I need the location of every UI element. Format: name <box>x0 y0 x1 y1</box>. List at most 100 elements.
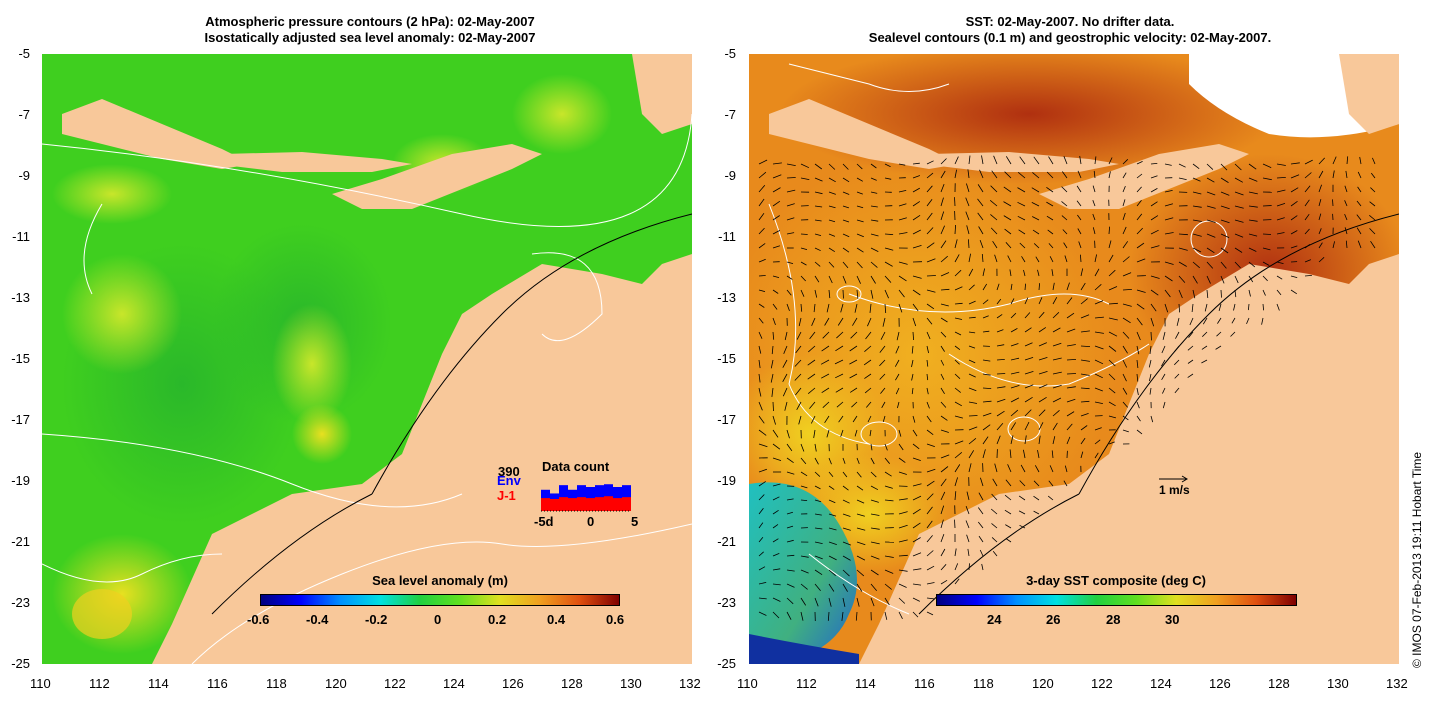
velocity-arrow <box>822 401 830 408</box>
velocity-arrow <box>1248 191 1258 195</box>
velocity-arrow <box>1356 200 1362 207</box>
velocity-arrow <box>926 198 933 207</box>
velocity-arrow <box>965 520 970 529</box>
velocity-arrow <box>965 505 970 515</box>
velocity-arrow <box>820 359 830 365</box>
velocity-arrow <box>870 219 879 222</box>
velocity-arrow <box>807 373 816 380</box>
velocity-arrow <box>855 611 858 621</box>
velocity-arrow <box>1136 186 1142 193</box>
left-ytick: -19 <box>11 473 30 488</box>
velocity-arrow <box>856 527 866 531</box>
velocity-arrow <box>1290 289 1298 295</box>
data-count-xtick: 0 <box>587 514 595 529</box>
velocity-arrow <box>1164 303 1169 313</box>
velocity-arrow <box>1033 495 1040 501</box>
velocity-arrow <box>1010 435 1014 445</box>
velocity-arrow <box>1206 261 1214 269</box>
velocity-arrow <box>912 522 921 529</box>
velocity-arrow <box>1290 230 1298 235</box>
velocity-arrow <box>835 387 844 393</box>
velocity-arrow <box>996 373 1006 375</box>
velocity-arrow <box>758 443 768 448</box>
velocity-arrow <box>800 233 808 235</box>
velocity-arrow <box>1077 214 1082 221</box>
velocity-arrow <box>1094 359 1104 365</box>
velocity-arrow <box>977 198 984 207</box>
velocity-arrow <box>990 508 998 515</box>
left-ytick: -25 <box>11 656 30 671</box>
velocity-arrow <box>1192 163 1200 170</box>
velocity-arrow <box>1020 464 1026 473</box>
right-ytick: -21 <box>717 534 736 549</box>
velocity-arrow <box>940 564 947 571</box>
velocity-arrow <box>849 373 858 379</box>
velocity-arrow <box>758 171 767 179</box>
velocity-arrow <box>1033 510 1040 515</box>
velocity-arrow <box>968 239 970 249</box>
velocity-arrow <box>1007 464 1012 473</box>
velocity-arrow <box>1005 524 1012 529</box>
velocity-arrow <box>991 523 998 529</box>
velocity-arrow <box>758 582 767 585</box>
velocity-arrow <box>1136 415 1141 422</box>
velocity-arrow <box>1061 171 1068 179</box>
velocity-arrow <box>1161 359 1166 367</box>
velocity-arrow <box>912 162 920 165</box>
velocity-arrow <box>1080 437 1086 445</box>
velocity-arrow <box>836 331 844 339</box>
velocity-arrow <box>884 485 893 489</box>
velocity-arrow <box>842 555 851 561</box>
velocity-arrow <box>864 387 872 394</box>
velocity-arrow <box>968 155 971 165</box>
velocity-arrow <box>1149 373 1152 382</box>
velocity-arrow <box>814 205 823 208</box>
right-ytick: -25 <box>717 656 736 671</box>
left-xtick: 118 <box>266 676 287 691</box>
velocity-arrow <box>1108 286 1118 291</box>
right-ytick: -9 <box>724 168 736 183</box>
velocity-arrow <box>895 345 900 354</box>
velocity-arrow <box>808 345 816 353</box>
velocity-arrow <box>821 387 830 394</box>
velocity-arrow <box>895 387 900 395</box>
velocity-arrow <box>1017 201 1026 207</box>
velocity-arrow <box>849 387 858 393</box>
velocity-arrow <box>856 541 866 546</box>
velocity-arrow <box>1032 216 1040 221</box>
velocity-arrow <box>1248 275 1254 283</box>
velocity-arrow <box>1357 186 1362 193</box>
velocity-arrow <box>1010 385 1020 389</box>
velocity-arrow <box>979 239 984 249</box>
velocity-arrow <box>842 247 850 253</box>
velocity-arrow <box>1005 479 1012 487</box>
velocity-arrow <box>967 548 970 557</box>
velocity-arrow <box>992 550 998 557</box>
velocity-arrow <box>982 359 991 362</box>
velocity-arrow <box>940 158 947 165</box>
velocity-arrow <box>1276 217 1285 221</box>
velocity-arrow <box>796 331 802 340</box>
right-cbar-tick: 28 <box>1106 612 1121 627</box>
velocity-arrow <box>1108 171 1111 179</box>
velocity-arrow <box>1304 172 1312 179</box>
velocity-arrow <box>940 359 945 366</box>
velocity-arrow <box>772 289 779 294</box>
velocity-arrow <box>1092 185 1096 193</box>
velocity-arrow <box>828 205 836 209</box>
velocity-arrow <box>1161 345 1166 354</box>
velocity-arrow <box>1220 289 1222 298</box>
velocity-arrow <box>842 471 848 478</box>
velocity-arrow <box>912 175 921 179</box>
velocity-arrow <box>982 449 986 459</box>
velocity-arrow <box>1108 226 1110 235</box>
velocity-arrow <box>1192 261 1200 269</box>
velocity-arrow <box>1122 429 1129 433</box>
velocity-arrow <box>996 283 1000 291</box>
velocity-arrow <box>1108 373 1116 381</box>
velocity-arrow <box>996 410 1005 417</box>
velocity-arrow <box>1061 201 1068 207</box>
velocity-arrow <box>828 177 836 183</box>
velocity-arrow <box>856 191 863 195</box>
velocity-arrow <box>940 466 949 473</box>
